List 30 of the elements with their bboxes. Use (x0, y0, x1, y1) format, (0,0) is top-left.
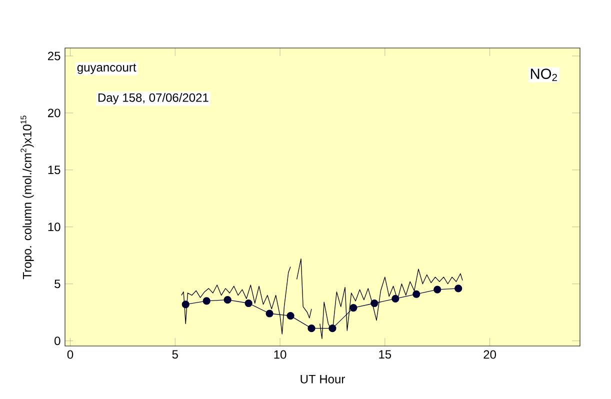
point (392, 294, 400, 302)
y-tick-label: 5 (54, 280, 60, 288)
point (224, 296, 232, 304)
y-tick-label: 10 (48, 222, 60, 232)
point (308, 324, 316, 332)
y-tick-label: 0 (54, 336, 60, 346)
point (350, 304, 358, 312)
annotation: NO$_{2}$ (530, 68, 557, 82)
y-axis-title: Tropo. column (mol./cm$^{2}$)x10$^{15}$ (20, 116, 34, 280)
x-tick-label: 20 (484, 350, 496, 359)
point (202, 297, 210, 305)
point (266, 310, 274, 318)
y-tick-label: 25 (48, 52, 60, 60)
point (182, 300, 190, 308)
point (412, 290, 420, 298)
point (454, 284, 462, 292)
x-axis-title: UT Hour (300, 375, 345, 384)
x-tick-label: 0 (67, 350, 74, 359)
point (286, 312, 294, 320)
x-tick-label: 15 (379, 350, 392, 359)
x-tick-label: 10 (274, 350, 286, 359)
x-tick-label: 5 (172, 350, 178, 359)
point (328, 324, 336, 332)
y-tick-label: 20 (48, 108, 60, 118)
point (434, 286, 442, 294)
point (244, 299, 252, 308)
annotation: Day 158, 07/06/2021 (98, 93, 208, 104)
point (370, 299, 378, 308)
annotation: guyancourt (77, 64, 136, 74)
y-tick-label: 15 (48, 166, 60, 174)
